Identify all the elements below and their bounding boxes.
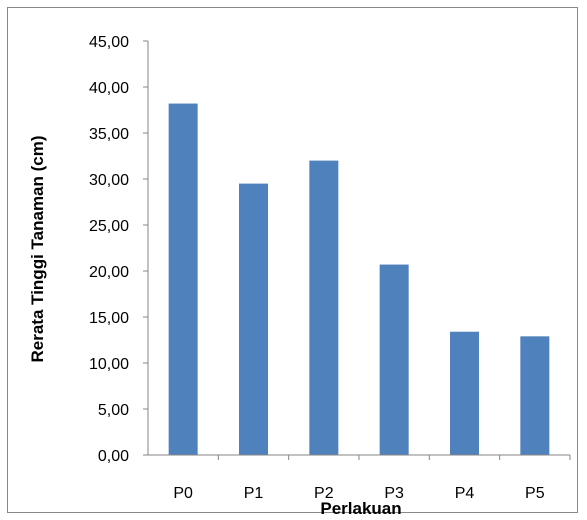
x-tick-label: P2 (314, 485, 334, 502)
y-axis: 0,00 5,00 10,00 15,00 20,00 25,00 30,00 35,00 40… (89, 34, 148, 465)
y-tick-label: 35,00 (89, 126, 129, 143)
x-tick-label: P4 (455, 485, 475, 502)
x-tick-label: P3 (384, 485, 404, 502)
bar-p2 (309, 160, 339, 455)
bar-p0 (168, 103, 198, 455)
y-tick-label: 0,00 (98, 448, 129, 465)
chart-frame (7, 7, 578, 513)
y-axis-title: Rerata Tinggi Tanaman (cm) (28, 135, 47, 362)
y-tick-label: 15,00 (89, 310, 129, 327)
bar-p5 (520, 336, 550, 455)
y-tick-label: 40,00 (89, 80, 129, 97)
x-tick-label: P5 (525, 485, 545, 502)
bar-p4 (450, 331, 479, 455)
x-tick-label: P1 (244, 485, 264, 502)
y-tick-label: 25,00 (89, 218, 129, 235)
bar-series (168, 103, 550, 455)
bar-p1 (239, 183, 268, 455)
x-axis-title: Perlakuan (320, 499, 401, 518)
y-tick-label: 45,00 (89, 34, 129, 51)
y-tick-label: 5,00 (98, 402, 129, 419)
y-tick-label: 20,00 (89, 264, 129, 281)
y-tick-label: 30,00 (89, 172, 129, 189)
x-axis: P0 P1 P2 P3 P4 P5 (173, 455, 571, 502)
y-tick-label: 10,00 (89, 356, 129, 373)
bar-p3 (379, 264, 409, 455)
x-tick-label: P0 (173, 485, 193, 502)
